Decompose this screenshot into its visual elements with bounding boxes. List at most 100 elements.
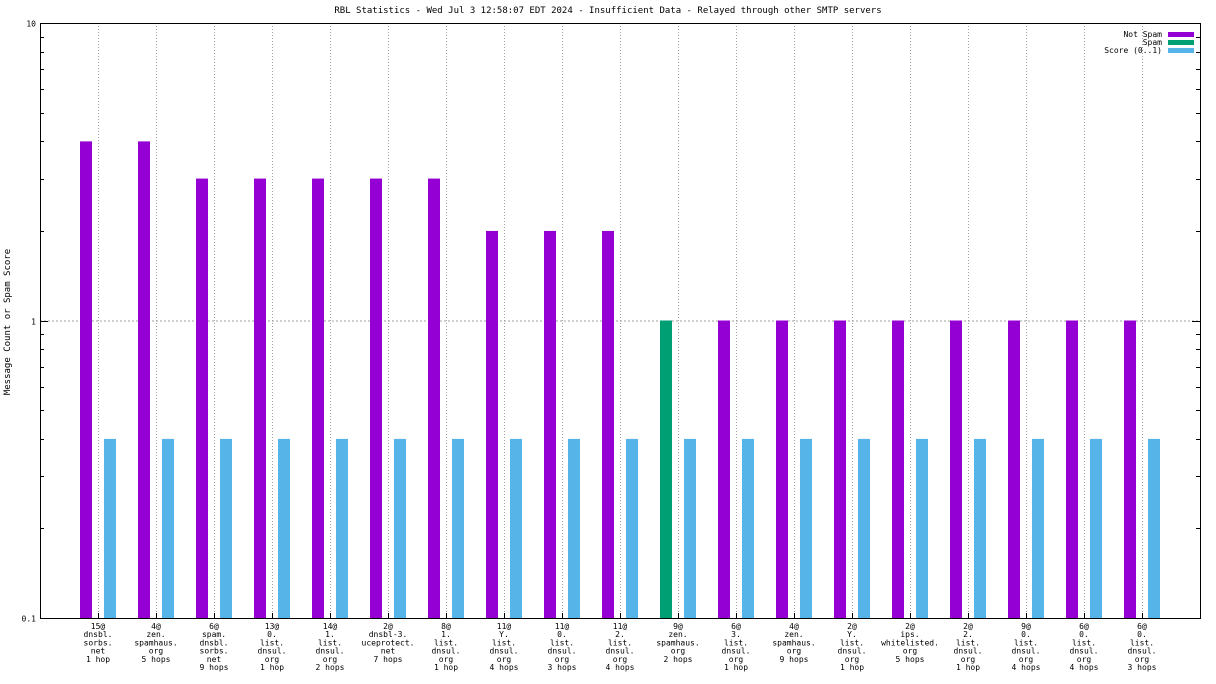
x-tick-label-line: 2. (963, 630, 973, 639)
x-tick-label-line: org (961, 655, 976, 664)
x-tick-label-line: ips. (900, 630, 919, 639)
x-tick-label-line: 1 hop (260, 663, 284, 672)
x-tick-label: 11@ 0. list. dnsul. org 3 hops (548, 622, 577, 672)
x-tick-label-line: dnsul. (432, 647, 461, 656)
bar-not-spam (718, 320, 730, 618)
x-tick-label-line: whitelisted. (881, 638, 939, 647)
x-tick-label-line: list. (260, 638, 284, 647)
bar-score-0-1 (742, 438, 754, 618)
x-tick-label-line: list. (724, 638, 748, 647)
x-tick-label-line: list. (1130, 638, 1154, 647)
x-tick-label-line: org (439, 655, 454, 664)
legend-swatch (1168, 39, 1194, 45)
bar-score-0-1 (162, 438, 174, 618)
x-tick-label-line: 0. (267, 630, 277, 639)
x-tick-label-line: 0. (1021, 630, 1031, 639)
y-tick-label: 0.1 (22, 615, 37, 624)
x-tick-label-line: 15@ (91, 622, 106, 631)
x-tick-label-line: 1. (441, 630, 451, 639)
x-tick-label-line: dnsul. (316, 647, 345, 656)
x-tick-label-line: org (497, 655, 512, 664)
bar-not-spam (196, 178, 208, 618)
bar-not-spam (138, 141, 150, 618)
x-tick-label-line: 11@ (497, 622, 512, 631)
x-tick-label-line: dnsbl-3. (369, 630, 408, 639)
x-tick-label-line: 0. (1137, 630, 1147, 639)
x-tick-label-line: 4 hops (606, 663, 635, 672)
x-tick-label-line: spam. (202, 630, 226, 639)
x-tick-label-line: sorbs. (84, 638, 113, 647)
x-tick-label-line: 0. (557, 630, 567, 639)
x-tick-label-line: dnsul. (606, 647, 635, 656)
x-tick-label-line: 11@ (613, 622, 628, 631)
x-tick-label-line: sorbs. (200, 647, 229, 656)
bar-score-0-1 (278, 438, 290, 618)
x-tick-label-line: dnsul. (954, 647, 983, 656)
x-tick-label-line: spamhaus. (656, 638, 699, 647)
x-tick-label: 6@ 0. list. dnsul. org 4 hops (1070, 622, 1099, 672)
x-tick-label-line: dnsbl. (200, 638, 229, 647)
bar-not-spam (834, 320, 846, 618)
x-tick-label: 4@ zen. spamhaus. org 5 hops (134, 622, 177, 664)
x-tick-label-line: 9 hops (780, 655, 809, 664)
bar-not-spam (950, 320, 962, 618)
x-tick-label-line: dnsul. (258, 647, 287, 656)
bar-not-spam (776, 320, 788, 618)
x-tick-label-line: dnsul. (1070, 647, 1099, 656)
x-tick-label: 15@ dnsbl. sorbs. net 1 hop (84, 622, 113, 664)
x-tick-label-line: 1 hop (86, 655, 110, 664)
bar-not-spam (892, 320, 904, 618)
x-tick-label: 6@ 0. list. dnsul. org 3 hops (1128, 622, 1157, 672)
bar-not-spam (370, 178, 382, 618)
bar-score-0-1 (684, 438, 696, 618)
x-tick-label-line: org (1019, 655, 1034, 664)
bar-not-spam (1066, 320, 1078, 618)
x-tick-label: 11@ 2. list. dnsul. org 4 hops (606, 622, 635, 672)
x-tick-label-line: 9 hops (200, 663, 229, 672)
x-tick-label-line: org (845, 655, 860, 664)
bar-spam (660, 320, 672, 618)
x-tick-label-line: 6@ (1137, 622, 1147, 631)
legend: Not Spam Spam Score (0..1) (1104, 29, 1194, 55)
x-tick-label-line: 1 hop (724, 663, 748, 672)
x-tick-label: 2@ 2. list. dnsul. org 1 hop (954, 622, 983, 672)
x-tick-label-line: 11@ (555, 622, 570, 631)
x-tick-label-line: 3 hops (1128, 663, 1157, 672)
bar-not-spam (486, 230, 498, 618)
x-tick-label-line: org (787, 647, 802, 656)
x-tick-label-line: 2 hops (316, 663, 345, 672)
x-tick-label-line: 6@ (1079, 622, 1089, 631)
y-tick-label: 1 (31, 318, 36, 327)
x-tick-label: 6@ 3. list. dnsul. org 1 hop (722, 622, 751, 672)
bar-score-0-1 (220, 438, 232, 618)
x-tick-label-line: net (381, 647, 396, 656)
x-tick-label: 2@ Y. list. dnsul. org 1 hop (838, 622, 867, 672)
legend-label: Not Spam (1123, 29, 1162, 39)
x-tick-label-line: 14@ (323, 622, 338, 631)
bar-score-0-1 (916, 438, 928, 618)
x-tick-label-line: org (1077, 655, 1092, 664)
x-tick-label-line: dnsul. (1128, 647, 1157, 656)
x-tick-label: 11@ Y. list. dnsul. org 4 hops (490, 622, 519, 672)
x-tick-label-line: zen. (784, 630, 803, 639)
x-tick-label-line: list. (434, 638, 458, 647)
bar-not-spam (602, 230, 614, 618)
legend-item-not-spam: Not Spam (1104, 29, 1194, 39)
x-tick-label-line: Y. (499, 630, 509, 639)
legend-item-score: Score (0..1) (1104, 46, 1194, 55)
x-tick-label-line: list. (840, 638, 864, 647)
bar-not-spam (254, 178, 266, 618)
x-tick-label-line: org (671, 647, 686, 656)
bar-score-0-1 (568, 438, 580, 618)
x-tick-label-line: uceprotect. (362, 638, 415, 647)
x-tick-label-line: 3. (731, 630, 741, 639)
x-tick-label-line: 2@ (383, 622, 393, 631)
x-tick-label-line: org (149, 647, 164, 656)
x-tick-label-line: 13@ (265, 622, 280, 631)
legend-label: Spam (1142, 37, 1162, 47)
x-tick-label-line: dnsul. (490, 647, 519, 656)
x-tick-label-line: 2@ (963, 622, 973, 631)
x-tick-label-line: spamhaus. (772, 638, 815, 647)
bar-score-0-1 (1090, 438, 1102, 618)
